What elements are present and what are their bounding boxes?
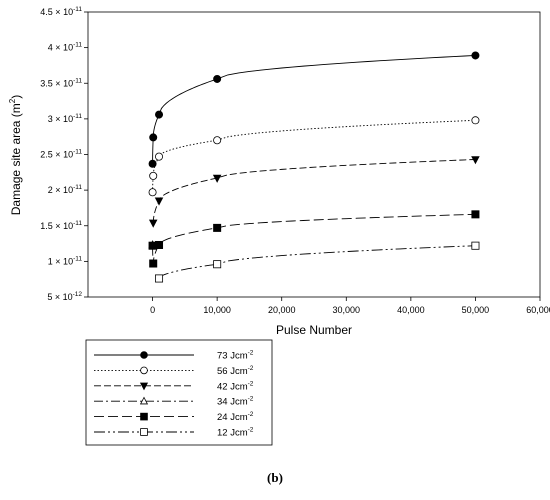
data-point	[149, 133, 158, 142]
data-point	[148, 188, 157, 197]
data-point	[140, 351, 148, 359]
y-tick-label: 2.5 × 10-11	[40, 149, 82, 160]
legend-label: 12 Jcm-2	[217, 427, 254, 439]
x-tick-label: 40,000	[397, 305, 425, 315]
data-point	[149, 259, 158, 268]
figure-caption: (b)	[267, 470, 283, 485]
y-axis-ticks: 5 × 10-12 1 × 10-11 1.5 × 10-11 2 × 10-11 2.…	[40, 6, 88, 302]
x-tick-label: 10,000	[203, 305, 231, 315]
legend-label: 34 Jcm-2	[217, 396, 254, 408]
legend-item: 42 Jcm-2	[94, 380, 254, 392]
x-tick-label: 0	[150, 305, 155, 315]
y-tick-label: 1.5 × 10-11	[40, 220, 82, 231]
series-line	[152, 213, 476, 264]
series-layer	[148, 51, 480, 283]
series	[155, 241, 480, 283]
y-tick-label: 5 × 10-12	[47, 291, 82, 302]
series-line	[158, 245, 476, 279]
data-point	[155, 240, 164, 249]
data-point	[213, 223, 222, 232]
data-point	[213, 136, 222, 145]
data-point	[471, 241, 480, 250]
legend-label: 73 Jcm-2	[217, 350, 254, 362]
y-tick-label: 2 × 10-11	[48, 184, 83, 195]
legend: 73 Jcm-2 56 Jcm-2 42 Jcm-2 34 Jcm-2 24 Jcm-2…	[85, 339, 273, 446]
data-point	[471, 156, 480, 165]
x-tick-label: 30,000	[333, 305, 361, 315]
data-point	[471, 116, 480, 125]
legend-item: 73 Jcm-2	[94, 350, 254, 362]
data-point	[139, 396, 149, 405]
legend-item: 56 Jcm-2	[94, 365, 254, 377]
data-point	[155, 110, 164, 119]
legend-label: 56 Jcm-2	[217, 365, 254, 377]
data-point	[471, 51, 480, 60]
legend-item: 24 Jcm-2	[94, 411, 254, 423]
x-axis-ticks: 0 10,000 20,000 30,000 40,000 50,000 60,000	[150, 297, 550, 315]
data-point	[140, 366, 148, 375]
x-tick-label: 20,000	[268, 305, 296, 315]
data-point	[213, 260, 222, 269]
legend-label: 24 Jcm-2	[217, 411, 254, 423]
data-point	[140, 412, 148, 421]
x-tick-label: 60,000	[526, 305, 550, 315]
series	[148, 156, 480, 228]
series	[148, 51, 480, 168]
data-point	[154, 197, 164, 206]
y-axis-title: Damage site area (m2)	[8, 95, 23, 216]
y-tick-label: 4.5 × 10-11	[40, 6, 82, 17]
series	[148, 210, 480, 268]
data-point	[212, 174, 222, 183]
y-tick-label: 1 × 10-11	[48, 255, 83, 266]
series-line	[152, 55, 476, 164]
data-point	[148, 159, 157, 168]
data-point	[148, 219, 158, 228]
y-tick-label: 4 × 10-11	[48, 42, 83, 53]
chart-figure: 5 × 10-12 1 × 10-11 1.5 × 10-11 2 × 10-11 2.…	[8, 6, 550, 446]
legend-item: 12 Jcm-2	[94, 427, 254, 439]
data-point	[213, 74, 222, 83]
x-axis-title: Pulse Number	[276, 323, 352, 337]
y-tick-label: 3 × 10-11	[48, 113, 83, 124]
data-point	[140, 428, 148, 436]
data-point	[139, 382, 149, 391]
data-point	[155, 152, 164, 161]
x-tick-label: 50,000	[462, 305, 490, 315]
series	[148, 116, 480, 197]
data-point	[155, 274, 164, 283]
data-point	[471, 210, 480, 219]
legend-label: 42 Jcm-2	[217, 380, 254, 392]
series-line	[152, 159, 476, 223]
legend-item: 34 Jcm-2	[94, 396, 254, 408]
legend-frame	[85, 339, 273, 446]
data-point	[149, 171, 158, 180]
y-tick-label: 3.5 × 10-11	[40, 77, 82, 88]
